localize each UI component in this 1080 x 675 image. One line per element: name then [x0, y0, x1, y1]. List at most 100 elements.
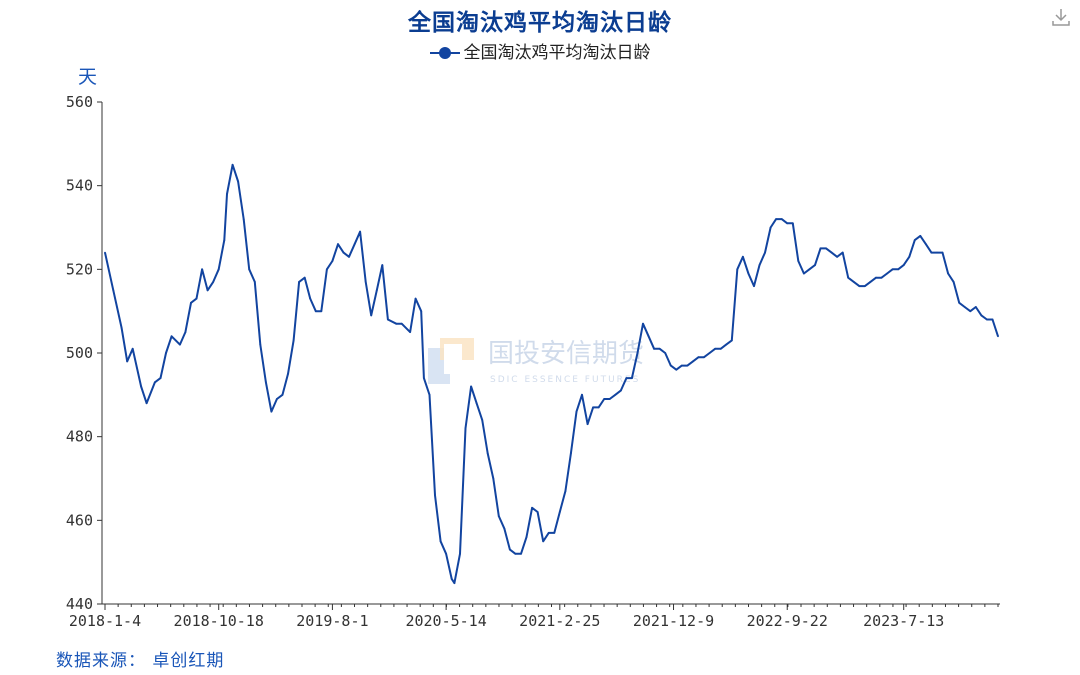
data-point [852, 281, 855, 283]
data-point [276, 398, 278, 400]
data-point [692, 360, 694, 363]
data-point [414, 297, 417, 300]
data-point [947, 272, 949, 275]
watermark-subtitle: SDIC ESSENCE FUTURES [490, 375, 640, 385]
data-point [525, 536, 528, 538]
data-point [791, 222, 794, 225]
data-point [536, 511, 539, 513]
chart-title: 全国淘汰鸡平均淘汰日龄 [408, 10, 672, 36]
data-point [880, 276, 883, 279]
y-axis: 440 460 480 500 520 540 560 [66, 93, 102, 613]
data-point [179, 343, 181, 346]
data-point [195, 297, 198, 300]
data-point [514, 552, 517, 555]
data-point [281, 393, 284, 396]
data-point [708, 352, 711, 354]
data-point [869, 281, 872, 283]
data-point [653, 347, 655, 350]
data-point [348, 255, 350, 258]
data-point [475, 402, 478, 405]
data-point [223, 239, 226, 242]
x-tick-label: 2019-8-1 [296, 612, 368, 630]
data-point [253, 281, 256, 283]
data-point [450, 578, 453, 580]
data-point [963, 306, 966, 308]
data-point [891, 268, 894, 271]
download-icon[interactable] [1050, 6, 1072, 28]
data-point [400, 322, 403, 325]
data-point [769, 226, 772, 229]
series-group [104, 163, 999, 585]
data-point [492, 477, 495, 480]
data-point [259, 343, 262, 346]
y-tick-label: 440 [66, 595, 93, 613]
data-point [747, 272, 750, 275]
data-point [725, 343, 728, 346]
x-axis: 2018-1-4 2018-10-18 2019-8-1 2020-5-14 2021-… [69, 604, 999, 630]
data-point [936, 251, 938, 254]
data-point [395, 322, 398, 325]
data-point [558, 511, 561, 513]
y-axis-unit: 天 [78, 66, 98, 88]
data-point [736, 268, 739, 271]
x-tick-label: 2021-12-9 [633, 612, 714, 630]
data-point [686, 364, 689, 367]
data-point [309, 297, 312, 300]
data-point [902, 264, 905, 266]
x-tick-label: 2021-2-25 [519, 612, 600, 630]
data-point [242, 218, 245, 221]
data-point [564, 490, 567, 492]
data-point [675, 368, 678, 371]
data-point [140, 385, 143, 388]
x-tick-label: 2018-1-4 [69, 612, 141, 630]
data-point [997, 335, 999, 338]
data-point [531, 506, 533, 509]
data-point [120, 327, 123, 329]
data-point [836, 255, 838, 258]
data-point [331, 260, 334, 262]
series-line-0 [104, 163, 999, 585]
data-point [126, 360, 129, 363]
data-point [858, 285, 861, 287]
data-point [808, 268, 811, 271]
data-point [753, 285, 755, 287]
data-point [664, 352, 667, 354]
data-point [913, 239, 916, 242]
legend-marker-icon [429, 46, 460, 60]
data-point [434, 494, 436, 497]
data-point [886, 272, 888, 275]
data-point [680, 364, 683, 367]
data-point [864, 285, 866, 287]
data-point [237, 180, 240, 183]
data-point [486, 452, 489, 455]
data-point [814, 264, 816, 266]
data-point [270, 410, 273, 413]
data-point [986, 318, 988, 321]
data-point [409, 331, 411, 333]
legend[interactable]: 全国淘汰鸡平均淘汰日龄 [0, 38, 1080, 63]
data-point [464, 427, 467, 430]
data-point [742, 255, 744, 258]
data-point [428, 393, 431, 396]
data-point [470, 385, 472, 388]
data-point [703, 356, 705, 359]
data-point [314, 310, 317, 313]
data-point [908, 255, 911, 258]
data-point [581, 393, 583, 396]
y-tick-label: 540 [66, 177, 93, 195]
data-point [201, 268, 204, 271]
data-point [830, 251, 833, 254]
y-tick-label: 480 [66, 428, 93, 446]
data-point [212, 281, 215, 283]
data-point [603, 398, 606, 400]
data-point [730, 339, 733, 342]
data-point [642, 322, 644, 325]
data-point [206, 289, 209, 292]
data-point [342, 251, 345, 254]
data-point [614, 393, 617, 396]
data-point [758, 264, 761, 266]
data-point [980, 314, 983, 317]
data-point [298, 281, 300, 283]
data-point [481, 419, 484, 421]
data-point [231, 163, 234, 166]
